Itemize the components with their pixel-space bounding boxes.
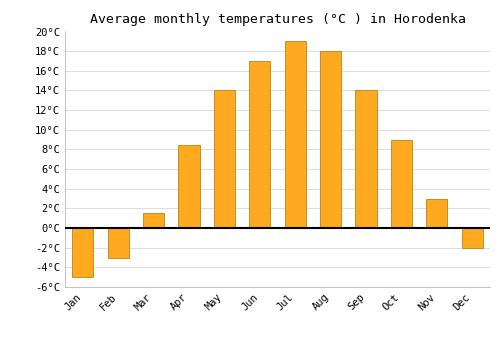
Bar xyxy=(178,145,200,228)
Bar xyxy=(391,140,412,228)
Bar xyxy=(214,90,235,228)
Bar xyxy=(143,213,164,228)
Bar xyxy=(356,90,376,228)
Bar xyxy=(426,198,448,228)
Bar xyxy=(320,51,341,228)
Bar xyxy=(72,228,94,277)
Bar xyxy=(108,228,129,258)
Bar xyxy=(249,61,270,228)
Bar xyxy=(462,228,483,248)
Title: Average monthly temperatures (°C ) in Horodenka: Average monthly temperatures (°C ) in Ho… xyxy=(90,13,466,26)
Bar xyxy=(284,41,306,228)
